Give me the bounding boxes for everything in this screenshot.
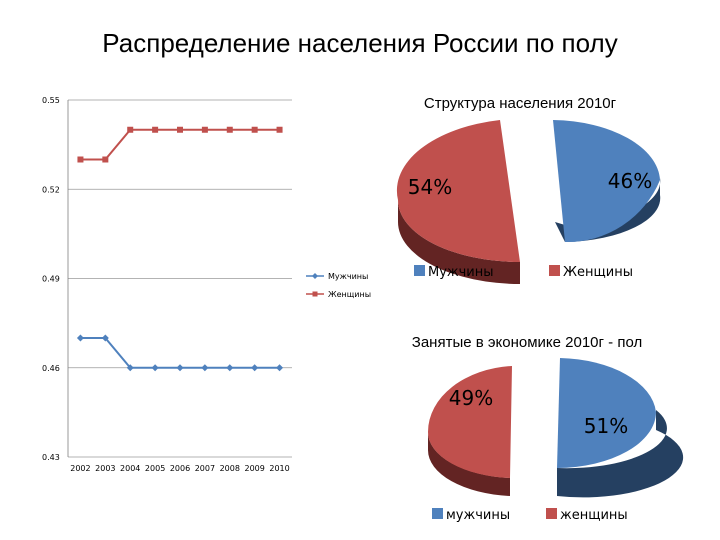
point-women xyxy=(277,127,283,133)
pie1-legend-women-swatch xyxy=(549,265,560,276)
y-tick-label: 0.52 xyxy=(42,185,60,194)
legend-label-men: Мужчины xyxy=(328,272,368,281)
pie2-legend-women: женщины xyxy=(560,508,628,523)
point-women xyxy=(152,127,158,133)
pie2-label-women: 51% xyxy=(584,414,628,438)
pie2-legend-men-swatch xyxy=(432,508,443,519)
point-women xyxy=(77,157,83,163)
pie1-legend-women: Женщины xyxy=(563,265,633,280)
point-women xyxy=(252,127,258,133)
x-tick-label: 2009 xyxy=(244,464,264,473)
point-women xyxy=(202,127,208,133)
point-women xyxy=(177,127,183,133)
legend-label-women: Женщины xyxy=(328,290,371,299)
y-tick-label: 0.46 xyxy=(42,364,60,373)
pie1-title: Структура населения 2010г xyxy=(424,95,617,112)
point-men xyxy=(177,364,184,371)
point-men xyxy=(77,335,84,342)
point-men xyxy=(152,364,159,371)
pie2-label-men: 49% xyxy=(449,386,493,410)
population-pie-chart: Структура населения 2010г 54% 46% Мужчин… xyxy=(397,95,660,284)
x-tick-label: 2004 xyxy=(120,464,140,473)
legend-marker-men xyxy=(312,273,318,279)
point-women xyxy=(127,127,133,133)
x-tick-label: 2010 xyxy=(269,464,289,473)
point-women xyxy=(227,127,233,133)
pie2-slice-women xyxy=(557,358,656,468)
x-tick-label: 2006 xyxy=(170,464,190,473)
employment-pie-chart: Занятые в экономике 2010г - пол 49% 51% … xyxy=(412,334,683,523)
x-tick-label: 2003 xyxy=(95,464,115,473)
point-men xyxy=(201,364,208,371)
point-men xyxy=(276,364,283,371)
x-tick-label: 2008 xyxy=(220,464,240,473)
x-tick-label: 2005 xyxy=(145,464,165,473)
series-line-women xyxy=(80,130,279,160)
pie2-legend-men: мужчины xyxy=(446,508,510,523)
pie1-label-women: 46% xyxy=(608,169,652,193)
charts-canvas: 0.43 0.46 0.49 0.52 0.55 2002 2003 2004 2005 2006… xyxy=(0,0,720,540)
pie1-legend-men: Мужчины xyxy=(428,265,494,280)
point-men xyxy=(226,364,233,371)
pie1-label-men: 54% xyxy=(408,175,452,199)
y-tick-label: 0.55 xyxy=(42,96,60,105)
point-women xyxy=(102,157,108,163)
legend-marker-women xyxy=(313,292,318,297)
line-chart: 0.43 0.46 0.49 0.52 0.55 2002 2003 2004 2005 2006… xyxy=(42,96,371,473)
point-men xyxy=(251,364,258,371)
y-tick-label: 0.49 xyxy=(42,275,60,284)
pie2-title: Занятые в экономике 2010г - пол xyxy=(412,334,642,351)
pie2-legend-women-swatch xyxy=(546,508,557,519)
y-tick-label: 0.43 xyxy=(42,453,60,462)
x-tick-label: 2002 xyxy=(70,464,90,473)
series-line-men xyxy=(80,338,279,368)
x-tick-label: 2007 xyxy=(195,464,215,473)
pie1-legend-men-swatch xyxy=(414,265,425,276)
